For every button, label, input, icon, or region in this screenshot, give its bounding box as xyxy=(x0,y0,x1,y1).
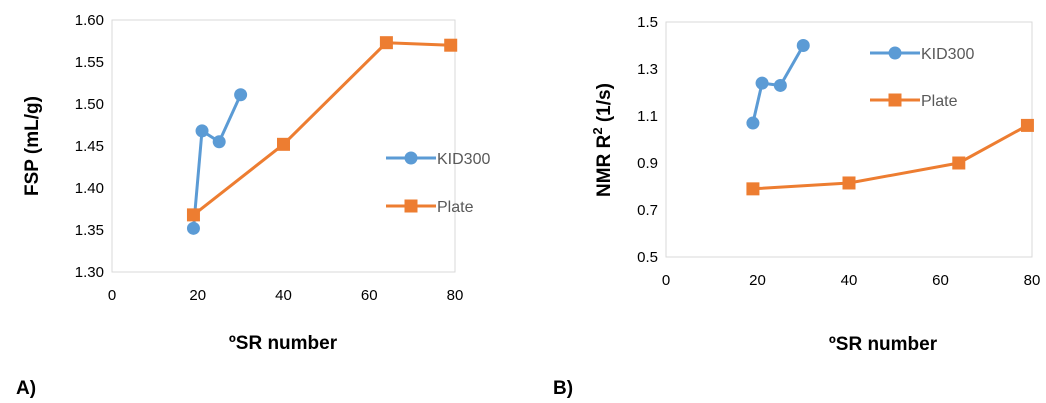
x-tick-label: 80 xyxy=(1024,272,1041,289)
data-point-kid300 xyxy=(212,135,226,149)
data-point-plate xyxy=(1020,118,1034,132)
x-tick-label: 60 xyxy=(361,287,378,304)
data-point-plate xyxy=(842,176,856,190)
y-tick-label: 0.7 xyxy=(637,202,658,219)
panel-label-a: A) xyxy=(16,378,36,399)
plot-area-b xyxy=(665,21,1033,258)
legend-marker-kid300 xyxy=(888,46,902,60)
series-a xyxy=(186,36,458,235)
y-tick-label: 1.35 xyxy=(75,222,104,239)
x-tick-label: 20 xyxy=(189,287,206,304)
x-axis-title-b: ºSR number xyxy=(829,334,938,355)
y-tick-label: 1.1 xyxy=(637,108,658,125)
legend-label-plate: Plate xyxy=(921,93,958,110)
legend-entry-plate: Plate xyxy=(386,199,474,216)
plot-area-a xyxy=(111,19,456,273)
y-tick-label: 1.45 xyxy=(75,138,104,155)
legend-b: KID300 Plate xyxy=(870,46,974,110)
x-tick-label: 60 xyxy=(932,272,949,289)
y-tick-label: 1.55 xyxy=(75,54,104,71)
y-tick-label: 1.40 xyxy=(75,180,104,197)
series-b xyxy=(746,39,1034,196)
x-tick-label: 40 xyxy=(275,287,292,304)
y-tick-label: 1.50 xyxy=(75,96,104,113)
data-point-kid300 xyxy=(186,221,200,235)
legend-entry-plate: Plate xyxy=(870,93,958,110)
x-tick-label: 0 xyxy=(662,272,670,289)
y-tick-label: 1.5 xyxy=(637,14,658,31)
legend-marker-plate xyxy=(404,199,418,213)
y-tick-label: 1.60 xyxy=(75,12,104,29)
panel-label-b: B) xyxy=(553,378,573,399)
legend-a: KID300 Plate xyxy=(386,151,490,216)
data-point-kid300 xyxy=(755,76,769,90)
x-tick-label: 0 xyxy=(108,287,116,304)
x-axis-title-a: ºSR number xyxy=(229,333,338,354)
data-point-plate xyxy=(746,182,760,196)
x-tick-labels-a: 0 20 40 60 80 xyxy=(108,287,464,304)
data-point-plate xyxy=(952,156,966,170)
y-axis-title-b-unit: (1/s) xyxy=(594,83,615,127)
y-axis-title-b: NMR R2 (1/s) xyxy=(590,83,615,197)
data-point-plate xyxy=(186,208,200,222)
y-tick-labels-a: 1.30 1.35 1.40 1.45 1.50 1.55 1.60 xyxy=(75,12,104,281)
series-line-kid300 xyxy=(751,44,805,124)
series-line-plate xyxy=(192,41,451,217)
y-tick-label: 0.5 xyxy=(637,249,658,266)
y-tick-label: 0.9 xyxy=(637,155,658,172)
x-tick-label: 80 xyxy=(447,287,464,304)
legend-marker-plate xyxy=(888,93,902,107)
y-tick-label: 1.30 xyxy=(75,264,104,281)
legend-entry-kid300: KID300 xyxy=(386,151,490,168)
data-point-kid300 xyxy=(773,78,787,92)
y-axis-title-a: FSP (mL/g) xyxy=(22,96,43,196)
data-point-kid300 xyxy=(746,116,760,130)
y-axis-title-b-main: NMR R xyxy=(594,134,615,197)
legend-marker-kid300 xyxy=(404,151,418,165)
data-point-plate xyxy=(444,38,458,52)
x-tick-label: 20 xyxy=(749,272,766,289)
legend-label-plate: Plate xyxy=(437,199,474,216)
data-point-plate xyxy=(379,36,393,50)
y-axis-title-b-sup: 2 xyxy=(590,127,605,134)
x-tick-labels-b: 0 20 40 60 80 xyxy=(662,272,1041,289)
y-tick-labels-b: 0.5 0.7 0.9 1.1 1.3 1.5 xyxy=(637,14,658,266)
chart-a: 1.30 1.35 1.40 1.45 1.50 1.55 1.60 0 20 40 60 80 K… xyxy=(16,12,490,399)
legend-label-kid300: KID300 xyxy=(921,46,974,63)
y-tick-label: 1.3 xyxy=(637,61,658,78)
chart-b: 0.5 0.7 0.9 1.1 1.3 1.5 0 20 40 60 80 KID300 Plate… xyxy=(553,14,1040,399)
x-tick-label: 40 xyxy=(841,272,858,289)
data-point-kid300 xyxy=(796,39,810,52)
series-line-kid300 xyxy=(192,94,242,229)
series-line-plate xyxy=(752,124,1029,191)
legend-entry-kid300: KID300 xyxy=(870,46,974,63)
data-point-kid300 xyxy=(234,88,248,102)
data-point-plate xyxy=(277,137,290,151)
legend-label-kid300: KID300 xyxy=(437,151,490,168)
data-point-kid300 xyxy=(195,124,209,138)
